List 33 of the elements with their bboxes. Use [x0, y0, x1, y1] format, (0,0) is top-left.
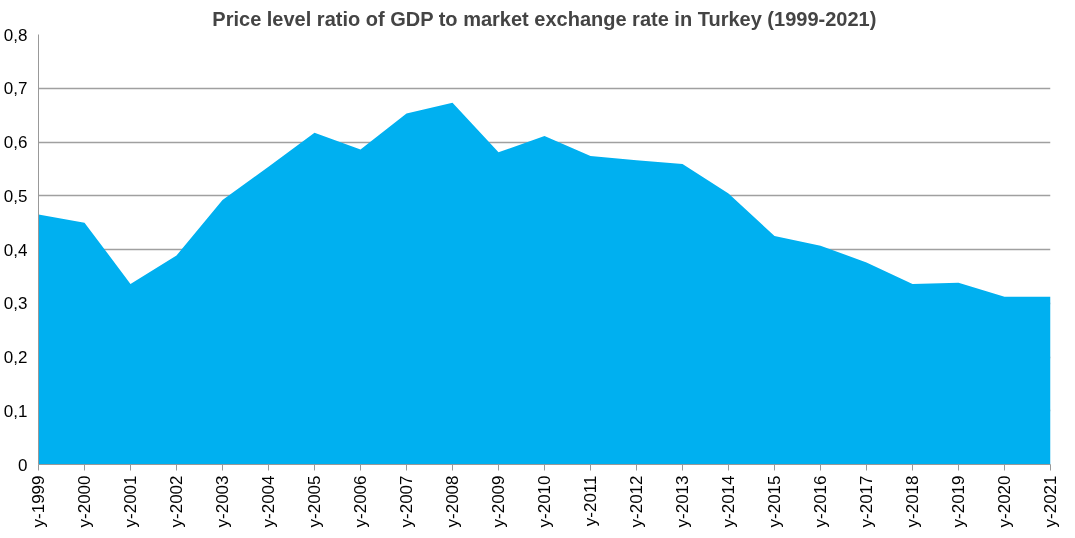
- x-tick-label: y-2013: [673, 475, 692, 528]
- x-tick-label: y-1999: [29, 475, 48, 528]
- x-tick-label: y-2018: [903, 475, 922, 528]
- x-tick-label: y-2009: [489, 475, 508, 528]
- x-tick-label: y-2006: [351, 475, 370, 528]
- x-tick-label: y-2010: [535, 475, 554, 528]
- y-tick-label: 0: [18, 455, 28, 475]
- x-tick-label: y-2014: [719, 475, 738, 528]
- chart-title: Price level ratio of GDP to market exchange rate in Turkey (1999-2021): [212, 7, 877, 30]
- x-tick-label: y-2003: [213, 475, 232, 528]
- y-tick-label: 0,6: [3, 133, 28, 152]
- x-tick-label: y-2020: [995, 475, 1014, 528]
- y-tick-label: 0,5: [3, 186, 28, 206]
- x-tick-label: y-2005: [305, 475, 324, 528]
- x-tick-label: y-2007: [397, 475, 416, 528]
- y-tick-label: 0,3: [3, 294, 28, 314]
- x-tick-label: y-2017: [857, 475, 876, 528]
- x-tick-label: y-2008: [443, 475, 462, 528]
- x-tick-label: y-2015: [765, 475, 784, 528]
- x-tick-label: y-2021: [1041, 475, 1060, 528]
- x-tick-label: y-2011: [581, 475, 600, 527]
- x-tick-label: y-2016: [811, 475, 830, 528]
- x-tick-label: y-2001: [121, 475, 140, 528]
- y-tick-label: 0,1: [3, 401, 28, 421]
- y-tick-label: 0,8: [3, 25, 28, 45]
- y-tick-label: 0,4: [3, 240, 28, 260]
- x-tick-label: y-2002: [167, 475, 186, 528]
- x-tick-label: y-2019: [949, 475, 968, 528]
- x-tick-label: y-2004: [259, 475, 278, 528]
- x-tick-label: y-2012: [627, 475, 646, 528]
- x-tick-label: y-2000: [75, 475, 94, 528]
- y-tick-label: 0,7: [3, 79, 28, 99]
- y-tick-label: 0,2: [3, 348, 28, 367]
